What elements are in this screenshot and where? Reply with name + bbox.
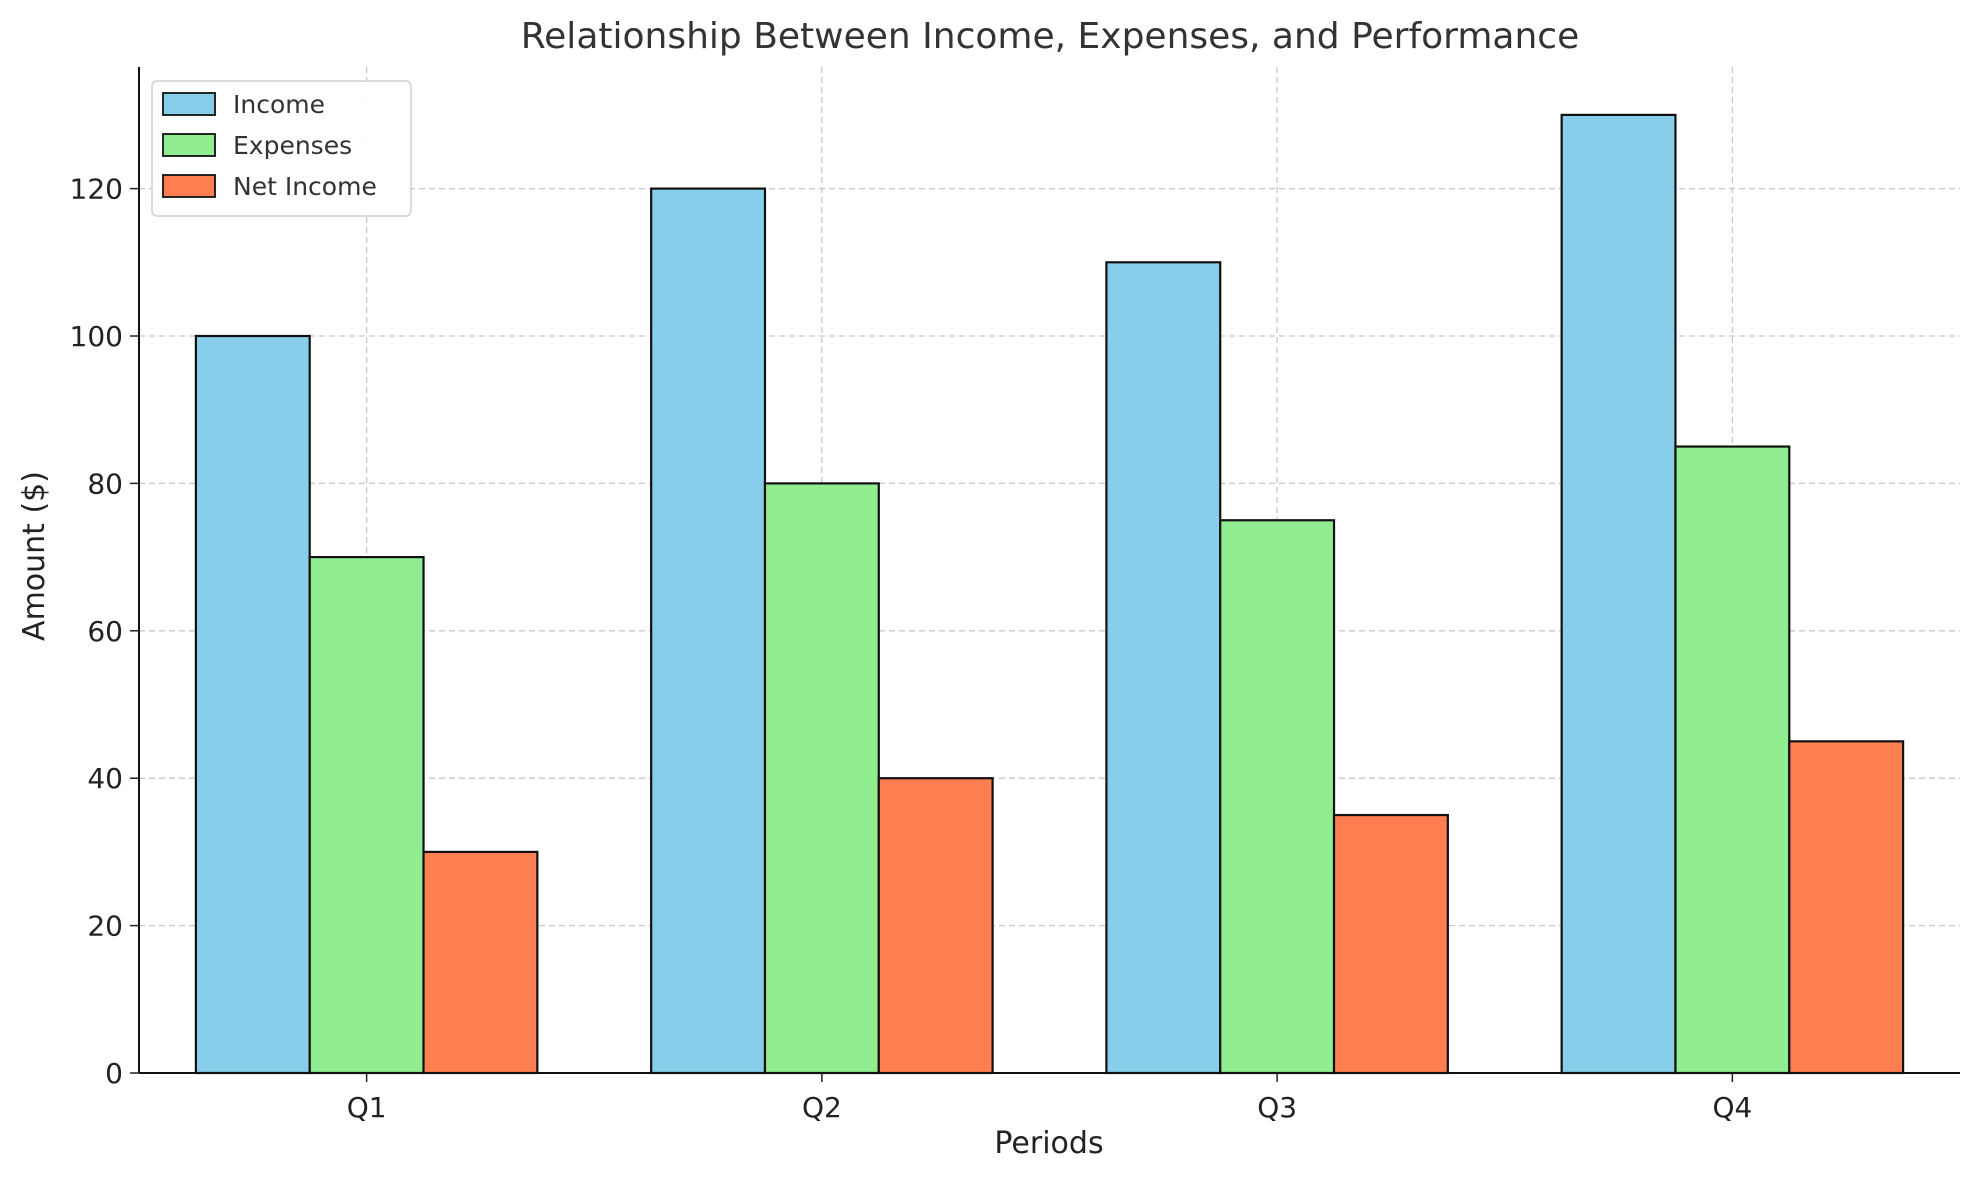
legend-label-net-income: Net Income bbox=[233, 172, 377, 201]
y-tick-label: 120 bbox=[70, 173, 123, 206]
legend: Income Expenses Net Income bbox=[151, 80, 412, 217]
y-tick-label: 40 bbox=[87, 762, 123, 795]
legend-swatch-net-income bbox=[162, 174, 216, 198]
bar-expenses-q4 bbox=[1674, 445, 1791, 1075]
y-axis-label: Amount ($) bbox=[17, 471, 52, 641]
bar-income-q1 bbox=[194, 334, 311, 1075]
x-tick-label-q2: Q2 bbox=[802, 1091, 842, 1124]
bar-expenses-q3 bbox=[1219, 519, 1336, 1075]
bar-net-income-q2 bbox=[877, 777, 994, 1075]
y-tick-label: 20 bbox=[87, 910, 123, 943]
y-tick-label: 0 bbox=[105, 1057, 123, 1090]
legend-swatch-income bbox=[162, 92, 216, 116]
x-axis-label: Periods bbox=[994, 1126, 1103, 1161]
bars bbox=[194, 113, 1905, 1075]
bar-income-q3 bbox=[1105, 261, 1222, 1075]
x-tick-label-q3: Q3 bbox=[1257, 1091, 1297, 1124]
tick-labels: 0 20 40 60 80 100 120 Q1 Q2 Q3 Q4 bbox=[70, 173, 1753, 1124]
bar-net-income-q3 bbox=[1332, 813, 1449, 1075]
bar-expenses-q2 bbox=[763, 482, 880, 1075]
y-tick-label: 60 bbox=[87, 615, 123, 648]
bar-income-q2 bbox=[650, 187, 767, 1075]
y-tick-label: 80 bbox=[87, 467, 123, 500]
legend-label-income: Income bbox=[233, 90, 325, 119]
x-tick-label-q4: Q4 bbox=[1712, 1091, 1752, 1124]
bar-expenses-q1 bbox=[308, 556, 425, 1075]
y-tick-label: 100 bbox=[70, 320, 123, 353]
legend-swatch-expenses bbox=[162, 133, 216, 157]
bar-net-income-q1 bbox=[422, 850, 539, 1075]
bar-net-income-q4 bbox=[1788, 740, 1905, 1075]
bar-income-q4 bbox=[1560, 113, 1677, 1075]
legend-label-expenses: Expenses bbox=[233, 131, 352, 160]
chart-title: Relationship Between Income, Expenses, a… bbox=[521, 16, 1579, 57]
axes bbox=[130, 67, 1960, 1082]
x-tick-label-q1: Q1 bbox=[347, 1091, 387, 1124]
legend-box bbox=[151, 80, 412, 217]
